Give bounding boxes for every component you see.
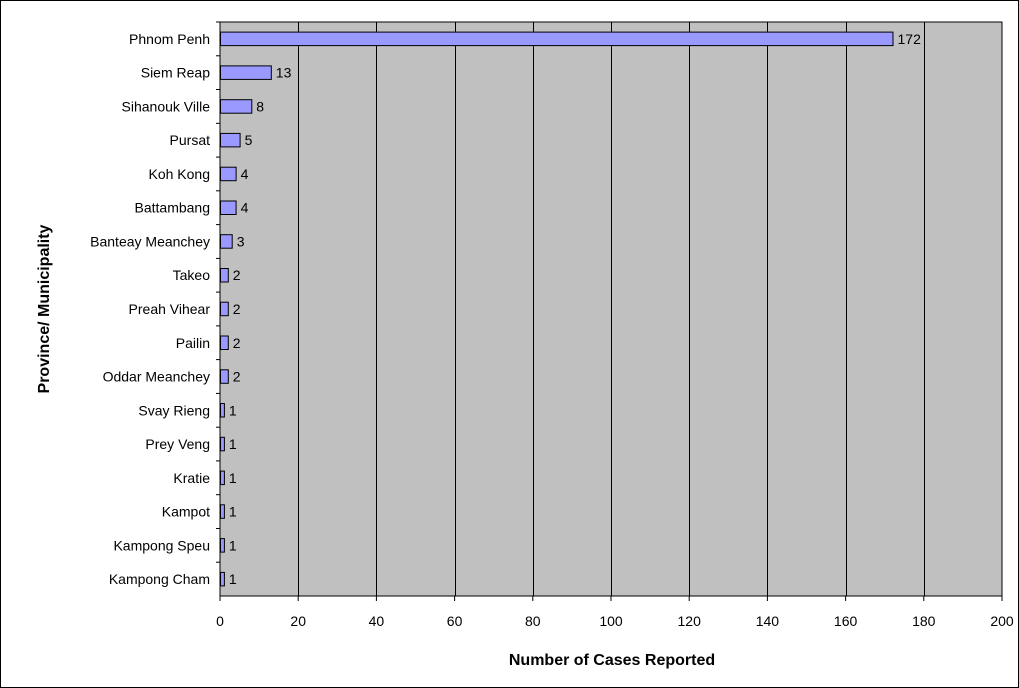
x-tick-label: 20 (290, 613, 306, 629)
bar (220, 132, 241, 148)
bar (220, 268, 229, 283)
data-label: 4 (241, 200, 249, 216)
y-tick-label: Koh Kong (149, 166, 211, 182)
data-label: 1 (229, 571, 237, 587)
data-label: 1 (229, 436, 237, 452)
data-label: 2 (233, 267, 241, 283)
y-tick-label: Kampong Speu (113, 537, 210, 553)
y-tick-label: Oddar Meanchey (103, 369, 210, 385)
y-tick-label: Battambang (135, 200, 211, 216)
data-label: 1 (229, 402, 237, 418)
bar (220, 31, 894, 47)
data-label: 1 (229, 470, 237, 486)
x-tick-label: 40 (369, 613, 385, 629)
bars (220, 31, 894, 587)
y-tick-label: Sihanouk Ville (122, 98, 211, 114)
bar (220, 369, 229, 384)
bar (220, 504, 225, 519)
x-tick-label: 200 (990, 613, 1014, 629)
bar (220, 538, 225, 553)
data-label: 2 (233, 335, 241, 351)
x-axis-title: Number of Cases Reported (509, 652, 715, 669)
y-tick-label: Banteay Meanchey (90, 234, 210, 250)
bar (220, 65, 272, 80)
x-tick-label: 120 (678, 613, 702, 629)
data-labels: 172 13 8 5 4 4 3 2 2 2 2 1 1 1 1 1 1 (229, 31, 921, 587)
bar (220, 166, 237, 182)
y-tick-label: Pursat (170, 132, 211, 148)
bar (220, 571, 225, 587)
bar (220, 234, 233, 249)
y-tick-label: Kampot (162, 504, 210, 520)
y-axis-title: Province/ Municipality (36, 224, 53, 393)
y-tick-label: Pailin (176, 335, 210, 351)
bar (220, 301, 229, 317)
y-tick-label: Phnom Penh (129, 31, 210, 47)
x-tick-label: 60 (447, 613, 463, 629)
data-label: 172 (898, 31, 922, 47)
bar (220, 99, 253, 114)
y-tick-label: Prey Veng (145, 436, 210, 452)
data-label: 3 (237, 234, 245, 250)
data-label: 4 (241, 166, 249, 182)
data-label: 13 (276, 65, 292, 81)
x-tick-label: 160 (834, 613, 858, 629)
data-label: 1 (229, 537, 237, 553)
y-tick-label: Svay Rieng (138, 402, 210, 418)
x-tick-label: 0 (216, 613, 224, 629)
data-label: 2 (233, 369, 241, 385)
y-axis-tick-labels: Phnom Penh Siem Reap Sihanouk Ville Pursat K… (90, 21, 220, 587)
data-label: 8 (256, 98, 264, 114)
data-label: 5 (245, 132, 253, 148)
x-tick-label: 140 (756, 613, 780, 629)
bar (220, 436, 225, 452)
y-tick-label: Kratie (173, 470, 210, 486)
y-tick-label: Kampong Cham (109, 571, 210, 587)
bar (220, 335, 229, 350)
bar (220, 403, 225, 418)
x-tick-label: 80 (525, 613, 541, 629)
bar (220, 470, 225, 486)
gridlines (298, 22, 925, 596)
x-axis-tick-labels: 0 20 40 60 80 100 120 140 160 180 200 (216, 596, 1014, 629)
y-tick-label: Siem Reap (141, 65, 210, 81)
x-tick-label: 180 (912, 613, 936, 629)
y-tick-label: Takeo (173, 267, 211, 283)
data-label: 2 (233, 301, 241, 317)
data-label: 1 (229, 504, 237, 520)
y-tick-label: Preah Vihear (129, 301, 211, 317)
x-tick-label: 100 (599, 613, 623, 629)
bar (220, 200, 237, 215)
